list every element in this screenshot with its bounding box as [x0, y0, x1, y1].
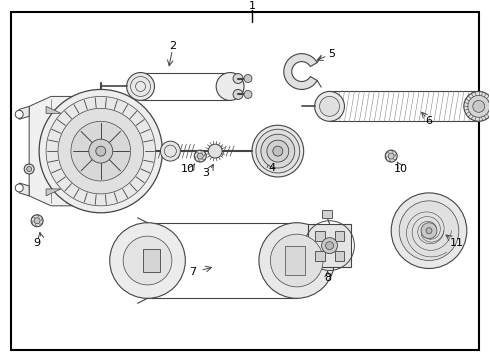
Ellipse shape	[252, 125, 304, 177]
Circle shape	[46, 96, 155, 206]
Ellipse shape	[256, 129, 300, 173]
Text: 7: 7	[189, 267, 196, 278]
Circle shape	[71, 121, 131, 181]
Bar	[335, 231, 344, 240]
Circle shape	[39, 89, 163, 213]
Bar	[321, 210, 332, 218]
Circle shape	[15, 184, 23, 192]
Circle shape	[24, 164, 34, 174]
Ellipse shape	[319, 96, 340, 116]
Text: 10: 10	[181, 164, 196, 174]
Circle shape	[197, 153, 203, 159]
Ellipse shape	[270, 234, 323, 287]
Text: 8: 8	[324, 274, 331, 283]
Bar	[143, 249, 160, 273]
Polygon shape	[308, 224, 351, 267]
Circle shape	[194, 150, 206, 162]
Circle shape	[388, 153, 394, 159]
Circle shape	[31, 215, 43, 227]
Circle shape	[244, 90, 252, 98]
Text: 6: 6	[425, 116, 433, 126]
Circle shape	[244, 75, 252, 82]
Circle shape	[421, 223, 437, 239]
Circle shape	[399, 201, 459, 261]
Circle shape	[96, 146, 106, 156]
Ellipse shape	[273, 146, 283, 156]
Ellipse shape	[110, 223, 185, 298]
Polygon shape	[19, 106, 29, 119]
Polygon shape	[46, 189, 61, 196]
Text: 9: 9	[33, 238, 41, 248]
Ellipse shape	[216, 73, 244, 100]
Bar	[285, 246, 305, 275]
Circle shape	[325, 242, 334, 249]
Ellipse shape	[267, 140, 289, 162]
Circle shape	[426, 228, 432, 234]
Circle shape	[233, 73, 243, 84]
Polygon shape	[19, 183, 29, 196]
Ellipse shape	[208, 144, 222, 158]
Circle shape	[233, 89, 243, 99]
Ellipse shape	[468, 95, 490, 117]
Ellipse shape	[473, 100, 485, 112]
Circle shape	[58, 108, 144, 194]
Bar	[315, 251, 324, 261]
Ellipse shape	[261, 134, 294, 168]
Circle shape	[385, 150, 397, 162]
Ellipse shape	[464, 91, 490, 121]
Text: 11: 11	[450, 238, 464, 248]
Text: 4: 4	[269, 163, 275, 173]
Ellipse shape	[315, 91, 344, 121]
Text: 1: 1	[248, 1, 255, 11]
Bar	[335, 251, 344, 261]
Circle shape	[391, 193, 467, 269]
Ellipse shape	[259, 223, 335, 298]
Polygon shape	[29, 96, 116, 206]
Circle shape	[321, 238, 338, 253]
Polygon shape	[284, 54, 317, 89]
Text: 3: 3	[202, 168, 209, 178]
Circle shape	[34, 218, 40, 224]
Ellipse shape	[126, 73, 154, 100]
Ellipse shape	[160, 141, 180, 161]
Bar	[315, 231, 324, 240]
Circle shape	[15, 110, 23, 118]
Circle shape	[26, 167, 32, 171]
Text: 10: 10	[394, 164, 408, 174]
Text: 5: 5	[328, 49, 335, 59]
Circle shape	[89, 139, 113, 163]
Ellipse shape	[123, 236, 172, 285]
Polygon shape	[46, 106, 61, 113]
Text: 2: 2	[169, 41, 176, 51]
